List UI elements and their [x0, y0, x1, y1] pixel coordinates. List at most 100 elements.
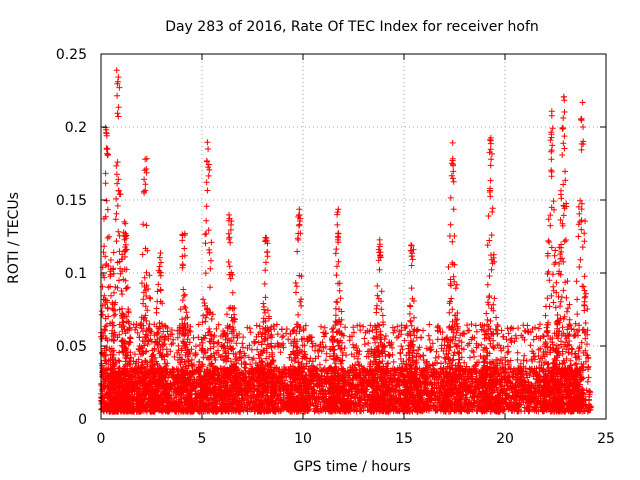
data-point: [535, 325, 542, 332]
data-point: [192, 343, 199, 350]
data-point: [234, 334, 241, 341]
data-point: [165, 335, 172, 342]
data-point: [318, 323, 324, 330]
data-point: [360, 323, 367, 330]
data-point: [350, 324, 357, 331]
data-point: [190, 371, 197, 378]
data-point: [329, 326, 335, 333]
data-point: [207, 331, 214, 338]
data-point: [477, 353, 484, 359]
data-point: [361, 335, 368, 342]
data-point: [102, 323, 109, 330]
data-point: [144, 341, 151, 348]
data-point: [167, 348, 174, 355]
data-point: [420, 327, 426, 334]
data-point: [468, 321, 475, 328]
data-point: [195, 321, 202, 328]
data-point: [242, 352, 249, 359]
data-point: [464, 322, 471, 329]
data-point: [252, 338, 259, 345]
data-point: [187, 328, 194, 335]
data-point: [274, 331, 281, 338]
data-point: [237, 348, 244, 355]
data-point: [418, 334, 425, 341]
data-point: [277, 349, 284, 356]
data-point: [283, 326, 290, 332]
data-point: [215, 321, 222, 328]
data-point: [240, 344, 246, 351]
data-point: [192, 351, 199, 358]
data-point: [537, 321, 543, 328]
data-point: [245, 354, 252, 361]
data-point: [279, 334, 286, 341]
data-point: [246, 325, 253, 332]
data-point: [214, 340, 221, 347]
data-point: [322, 357, 329, 364]
data-point: [199, 339, 206, 346]
data-point: [530, 336, 537, 343]
data-point: [213, 325, 220, 332]
data-point: [247, 329, 254, 336]
data-point: [471, 353, 478, 360]
data-point: [316, 361, 323, 368]
data-point: [136, 334, 143, 341]
data-point: [166, 371, 173, 378]
data-point: [196, 367, 203, 374]
data-point: [425, 332, 432, 339]
data-point: [122, 330, 129, 337]
chart-title: Day 283 of 2016, Rate Of TEC Index for r…: [165, 19, 539, 35]
data-point: [390, 358, 397, 365]
data-point: [190, 334, 197, 341]
data-point: [514, 349, 521, 356]
data-point: [524, 322, 531, 329]
data-point: [227, 371, 234, 378]
data-point: [357, 327, 364, 334]
data-points: [98, 67, 594, 415]
data-point: [239, 340, 246, 347]
data-point: [164, 325, 171, 331]
data-point: [171, 353, 178, 360]
data-point: [132, 326, 139, 333]
data-point: [247, 361, 254, 368]
data-point: [215, 347, 221, 354]
data-point: [432, 354, 439, 361]
data-point: [191, 361, 197, 368]
data-point: [246, 342, 253, 349]
data-point: [401, 337, 408, 344]
data-point: [350, 341, 356, 348]
data-point: [461, 331, 468, 338]
data-point: [215, 339, 222, 346]
data-point: [134, 329, 141, 336]
data-point: [342, 324, 349, 331]
data-point: [250, 355, 257, 362]
data-point: [244, 324, 251, 331]
data-point: [365, 340, 372, 347]
data-point: [467, 354, 473, 361]
data-point: [515, 325, 522, 332]
data-point: [361, 341, 368, 348]
data-point: [426, 321, 433, 328]
data-point: [170, 336, 177, 343]
data-point: [233, 340, 240, 347]
data-point: [195, 334, 202, 341]
data-point: [527, 342, 534, 349]
data-point: [186, 339, 193, 346]
data-point: [382, 333, 389, 339]
data-point: [466, 327, 473, 334]
data-point: [520, 357, 527, 364]
data-point: [248, 346, 255, 353]
data-point: [164, 351, 171, 358]
data-point: [426, 336, 433, 343]
data-point: [155, 341, 162, 347]
data-point: [478, 341, 485, 348]
data-point: [285, 336, 292, 343]
data-point: [169, 331, 176, 338]
data-point: [243, 375, 250, 382]
data-point: [240, 334, 247, 341]
data-point: [273, 321, 280, 328]
data-point: [514, 356, 521, 363]
data-point: [321, 324, 328, 331]
data-point: [458, 339, 465, 346]
data-point: [236, 349, 243, 356]
